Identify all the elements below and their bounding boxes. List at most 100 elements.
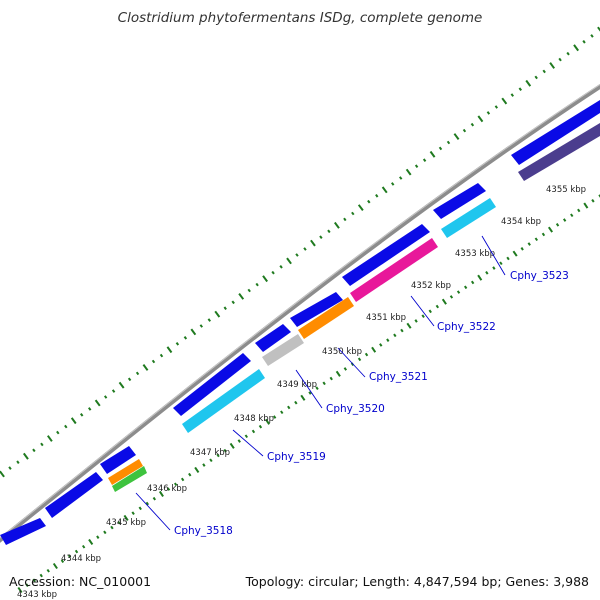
- kbp-label: 4354 kbp: [501, 217, 541, 227]
- gc-tick: [190, 328, 197, 336]
- gc-tick: [303, 247, 307, 251]
- kbp-label: 4349 kbp: [277, 380, 317, 390]
- gene-label-cphy-3519[interactable]: Cphy_3519: [267, 451, 326, 463]
- gc-tick: [207, 318, 211, 322]
- gene-leader-line: [337, 347, 366, 378]
- cds-arrow: [255, 324, 291, 352]
- gc-tick: [357, 204, 364, 211]
- gc-tick: [46, 435, 53, 442]
- colored-cds-track: [108, 123, 600, 492]
- cds-dark: [518, 123, 600, 181]
- gc-tick: [534, 75, 538, 80]
- gc-tick: [375, 194, 379, 198]
- gc-tick: [333, 221, 340, 229]
- gc-tick: [216, 453, 220, 458]
- gc-tick: [183, 336, 188, 340]
- gc-tick: [315, 386, 319, 390]
- gc-tick: [265, 418, 271, 425]
- gene-labels: Cphy_3518 Cphy_3519 Cphy_3520 Cphy_3521 …: [174, 270, 569, 537]
- cds-arrow: [290, 292, 343, 327]
- gc-tick: [131, 511, 135, 515]
- gene-leader-line: [481, 235, 506, 276]
- gc-tick: [88, 538, 94, 545]
- gc-tick: [562, 218, 567, 222]
- map-title: Clostridium phytofermentans ISDg, comple…: [118, 10, 483, 26]
- kbp-label: 4352 kbp: [411, 281, 451, 291]
- gc-tick: [381, 186, 388, 194]
- gc-tick: [453, 133, 460, 140]
- gc-tick: [251, 429, 256, 434]
- gc-tick: [597, 26, 600, 32]
- gene-label-cphy-3523[interactable]: Cphy_3523: [510, 270, 569, 282]
- gc-tick: [262, 275, 269, 283]
- gc-tick: [518, 87, 523, 91]
- gc-tick: [462, 128, 467, 133]
- gene-leader-lines: [135, 235, 506, 531]
- gc-tick: [428, 309, 432, 314]
- gc-tick: [485, 271, 489, 275]
- gene-label-cphy-3521[interactable]: Cphy_3521: [369, 371, 428, 383]
- genome-backbone: [0, 83, 600, 543]
- gc-tick: [542, 69, 546, 74]
- gc-tick: [414, 164, 419, 168]
- gene-label-cphy-3520[interactable]: Cphy_3520: [326, 403, 385, 415]
- cds-green: [112, 466, 147, 492]
- gc-tick: [577, 208, 581, 213]
- gc-tick: [110, 525, 114, 530]
- gc-tick: [67, 554, 72, 559]
- gc-tick: [22, 452, 29, 460]
- gc-tick: [438, 146, 443, 151]
- gc-tick: [357, 357, 362, 362]
- gc-tick: [118, 381, 125, 389]
- gc-tick: [446, 140, 451, 145]
- gc-tick: [158, 490, 164, 497]
- gc-tick: [103, 530, 107, 535]
- gc-tick: [449, 295, 454, 299]
- genome-summary-text: Topology: circular; Length: 4,847,594 bp…: [245, 574, 589, 589]
- gc-tick: [180, 477, 185, 482]
- gc-tick: [258, 424, 263, 429]
- gc-tick: [499, 261, 503, 266]
- kbp-label: 4345 kbp: [106, 518, 146, 528]
- gc-tick: [492, 266, 496, 270]
- cds-arrow: [0, 518, 46, 545]
- kbp-label: 4343 kbp: [17, 590, 57, 600]
- cds-magenta: [350, 238, 438, 302]
- gc-tick: [199, 324, 203, 328]
- kbp-label: 4347 kbp: [190, 448, 230, 458]
- gc-tick: [166, 487, 171, 491]
- gc-tick: [280, 410, 284, 415]
- gc-tick: [52, 562, 58, 570]
- gc-tick: [188, 472, 192, 477]
- gc-tick: [570, 213, 574, 218]
- gc-tick: [17, 586, 23, 594]
- gene-label-cphy-3518[interactable]: Cphy_3518: [174, 525, 233, 537]
- gc-tick: [506, 256, 510, 261]
- gc-tick: [286, 257, 292, 265]
- gene-label-cphy-3522[interactable]: Cphy_3522: [437, 321, 496, 333]
- gc-tick: [255, 282, 259, 287]
- gc-tick: [0, 470, 5, 478]
- gc-tick: [151, 359, 156, 364]
- gc-tick: [103, 395, 108, 399]
- gc-tick: [40, 442, 44, 447]
- gc-tick: [32, 448, 36, 453]
- gc-tick: [152, 496, 157, 501]
- gc-tick: [501, 97, 508, 105]
- gc-tick: [400, 328, 404, 333]
- gc-tick: [398, 176, 403, 180]
- gc-tick: [145, 501, 150, 506]
- gc-tick: [70, 417, 77, 425]
- gc-skew-ring: [17, 194, 600, 594]
- gc-tick: [590, 34, 594, 38]
- gc-tick: [127, 377, 132, 382]
- gc-tick: [142, 364, 149, 371]
- gc-tick: [272, 415, 277, 419]
- gc-tick: [319, 235, 323, 239]
- gc-tick: [237, 439, 241, 443]
- gc-tick: [510, 93, 515, 97]
- gc-tick: [386, 338, 390, 342]
- gc-tick: [279, 265, 283, 269]
- gc-tick: [547, 226, 554, 233]
- gc-tick: [300, 394, 306, 401]
